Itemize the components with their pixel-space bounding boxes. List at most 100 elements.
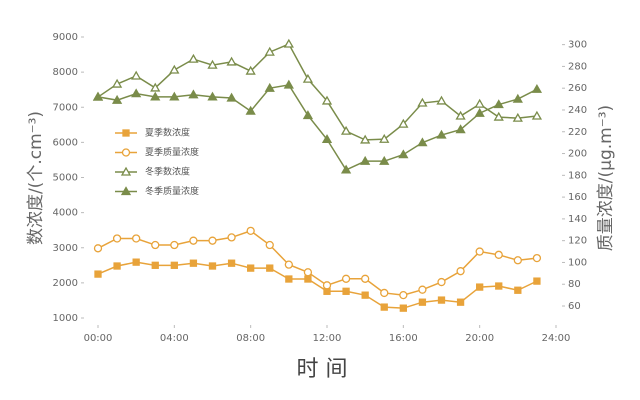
x-tick-label: 16:00: [389, 333, 418, 344]
point: [227, 259, 236, 267]
x-tick-label: 00:00: [84, 333, 113, 344]
point: [437, 277, 446, 287]
legend-label: 夏季质量浓度: [145, 146, 199, 158]
y-tick-label: 7000: [53, 102, 78, 113]
x-tick-label: 20:00: [465, 333, 494, 344]
point: [188, 89, 199, 99]
y2-tick-label: 300: [568, 40, 587, 51]
point: [170, 240, 179, 250]
point: [380, 303, 388, 311]
point: [361, 291, 369, 299]
series-line: [97, 43, 537, 141]
point: [226, 92, 237, 102]
x-axis-title: 时 间: [297, 357, 348, 382]
series-line: [97, 261, 538, 309]
point: [398, 149, 409, 159]
point: [513, 256, 522, 265]
point: [208, 262, 217, 270]
point: [321, 134, 333, 144]
y2-tick-label: 180: [568, 170, 587, 181]
point: [245, 105, 256, 115]
y2-tick-label: 120: [568, 236, 587, 247]
point: [531, 110, 543, 120]
point: [150, 91, 161, 101]
point: [245, 65, 256, 75]
point: [304, 275, 312, 283]
point: [93, 244, 103, 253]
point: [283, 38, 294, 48]
point: [131, 70, 142, 80]
point: [512, 112, 523, 122]
point: [207, 91, 218, 101]
point: [398, 118, 409, 128]
y-axis-title: 数浓度/(个.cm⁻³): [26, 111, 46, 245]
point: [493, 99, 504, 109]
legend-label: 冬季数浓度: [145, 166, 190, 178]
point: [246, 226, 255, 236]
y2-tick-label: 280: [568, 61, 587, 72]
point: [418, 298, 427, 306]
y2-tick-label: 200: [568, 149, 587, 160]
point: [302, 73, 314, 83]
point: [322, 281, 332, 290]
y2-tick-label: 100: [568, 257, 587, 268]
legend-marker: [120, 186, 132, 196]
point: [340, 125, 352, 135]
point: [169, 64, 180, 74]
point: [495, 282, 503, 290]
point: [474, 107, 485, 117]
point: [437, 296, 446, 304]
series-line: [97, 84, 538, 171]
point: [380, 288, 389, 298]
y-tick-label: 5000: [53, 173, 78, 184]
y2-tick-label: 220: [568, 127, 587, 138]
legend-label: 冬季质量浓度: [145, 185, 199, 197]
point: [436, 95, 447, 105]
x-tick-label: 12:00: [313, 333, 342, 344]
point: [379, 155, 390, 165]
legend-marker: [121, 148, 131, 157]
point: [494, 250, 503, 259]
y-tick-label: 9000: [53, 32, 78, 43]
point: [151, 261, 159, 269]
point: [361, 274, 370, 283]
point: [132, 234, 141, 243]
point: [92, 91, 104, 101]
point: [94, 270, 102, 278]
point: [456, 267, 465, 276]
point: [476, 283, 484, 291]
point: [189, 259, 198, 267]
legend-label: 夏季数浓度: [145, 127, 190, 139]
x-tick-label: 04:00: [160, 333, 189, 344]
point: [512, 93, 523, 103]
point: [532, 253, 542, 263]
point: [341, 274, 351, 283]
point: [226, 56, 237, 66]
point: [283, 79, 294, 89]
legend-marker: [120, 166, 132, 176]
point: [188, 53, 199, 63]
point: [455, 124, 466, 134]
point: [342, 287, 350, 295]
point: [151, 240, 160, 250]
point: [399, 290, 408, 300]
point: [417, 97, 428, 107]
point: [360, 155, 371, 165]
point: [111, 94, 123, 104]
point: [418, 285, 427, 294]
point: [340, 164, 352, 174]
point: [303, 268, 313, 277]
x-tick-label: 08:00: [236, 333, 265, 344]
point: [285, 275, 293, 283]
point: [455, 110, 466, 120]
y2-tick-label: 240: [568, 105, 587, 116]
y2-tick-label: 140: [568, 214, 587, 225]
point: [131, 88, 142, 98]
point: [475, 247, 484, 256]
y2-tick-label: 260: [568, 83, 587, 94]
y2-tick-label: 160: [568, 192, 587, 203]
point: [265, 240, 274, 250]
point: [474, 98, 485, 108]
